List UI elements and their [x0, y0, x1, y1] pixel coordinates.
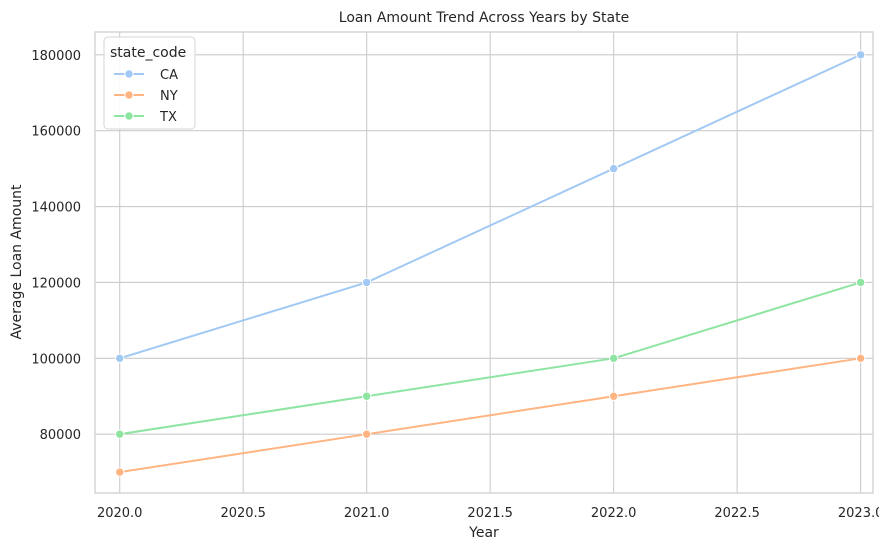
data-point-ca — [608, 163, 619, 174]
x-tick-label: 2023.0 — [838, 506, 879, 521]
y-axis-label: Average Loan Amount — [9, 184, 25, 339]
legend-marker-ca — [124, 69, 134, 79]
data-point-ny — [114, 467, 125, 477]
grid — [95, 32, 873, 493]
x-axis-ticks: 2020.0 2020.5 2021.0 2021.5 2022.0 2022.5 2023… — [97, 506, 879, 521]
legend-marker-ny — [124, 90, 134, 100]
legend: state_code CA NY TX — [103, 36, 196, 130]
series-layer — [114, 50, 866, 477]
data-point-ca — [361, 277, 372, 288]
y-tick-label: 160000 — [31, 125, 81, 140]
data-point-tx — [855, 277, 866, 288]
plot-frame — [94, 31, 874, 494]
x-tick-label: 2022.5 — [714, 506, 760, 521]
y-tick-label: 120000 — [31, 276, 81, 291]
legend-title: state_code — [110, 45, 186, 61]
data-point-tx — [361, 391, 372, 401]
y-tick-label: 80000 — [40, 428, 81, 443]
y-tick-label: 140000 — [31, 201, 81, 216]
series-line-ca — [119, 53, 862, 360]
x-tick-label: 2021.0 — [344, 506, 390, 521]
legend-marker-tx — [124, 111, 134, 121]
x-axis-label: Year — [468, 525, 499, 541]
data-point-ca — [114, 353, 125, 364]
data-point-tx — [608, 353, 619, 364]
x-tick-label: 2020.5 — [220, 506, 266, 521]
legend-items: CA NY TX — [114, 68, 178, 125]
data-point-ny — [361, 429, 372, 439]
legend-label-tx: TX — [159, 110, 177, 125]
data-point-ny — [855, 353, 866, 364]
series-line-ny — [119, 357, 861, 474]
x-tick-label: 2021.5 — [467, 506, 513, 521]
chart-title: Loan Amount Trend Across Years by State — [339, 10, 629, 26]
y-axis-ticks: 80000 100000 120000 140000 160000 180000 — [31, 49, 81, 443]
x-tick-label: 2020.0 — [97, 506, 143, 521]
series-line-tx — [119, 281, 861, 436]
legend-label-ny: NY — [160, 89, 178, 104]
legend-label-ca: CA — [160, 68, 178, 83]
legend-box — [103, 36, 196, 130]
x-tick-label: 2022.0 — [591, 506, 637, 521]
data-point-ny — [608, 391, 619, 401]
y-tick-label: 180000 — [31, 49, 81, 64]
data-point-tx — [114, 429, 125, 439]
data-point-ca — [855, 50, 866, 60]
y-tick-label: 100000 — [31, 352, 81, 367]
